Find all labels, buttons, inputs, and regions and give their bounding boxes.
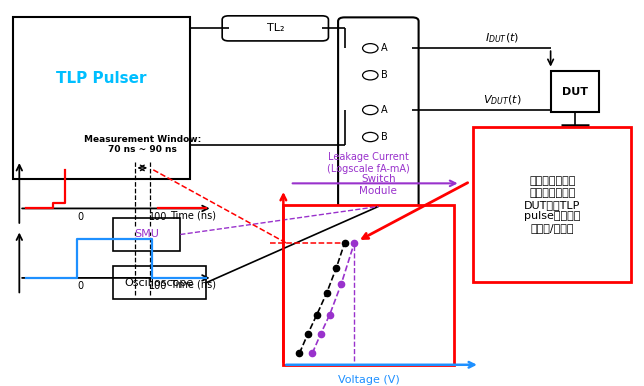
Text: 100: 100 — [149, 281, 167, 291]
Text: 100: 100 — [149, 212, 167, 222]
FancyBboxPatch shape — [551, 71, 599, 112]
Text: TLP Pulser: TLP Pulser — [56, 71, 147, 86]
FancyBboxPatch shape — [13, 17, 190, 179]
Text: $V_{DUT}(t)$: $V_{DUT}(t)$ — [0, 251, 1, 264]
Text: B: B — [381, 132, 388, 142]
FancyBboxPatch shape — [338, 17, 419, 210]
Text: TL₂: TL₂ — [267, 24, 284, 33]
Text: Time (ns): Time (ns) — [170, 280, 216, 290]
Text: Voltage (V): Voltage (V) — [338, 375, 399, 385]
Text: 漏电流曲线出现
明显偏折，说明
DUT在该TLP
pulse作用下发
生损伤/损坏。: 漏电流曲线出现 明显偏折，说明 DUT在该TLP pulse作用下发 生损伤/损… — [524, 176, 580, 233]
Text: Measurement Window:
70 ns ~ 90 ns: Measurement Window: 70 ns ~ 90 ns — [84, 135, 201, 154]
Text: 0: 0 — [77, 281, 84, 291]
Text: $V_{DUT}(t)$: $V_{DUT}(t)$ — [483, 93, 522, 107]
Text: A: A — [381, 43, 388, 53]
Text: B: B — [381, 70, 388, 80]
Text: Leakage Current
(Logscale fA-mA): Leakage Current (Logscale fA-mA) — [327, 152, 410, 174]
FancyBboxPatch shape — [283, 205, 454, 365]
FancyBboxPatch shape — [113, 266, 206, 299]
FancyBboxPatch shape — [222, 16, 328, 41]
Text: Switch
Module: Switch Module — [359, 174, 397, 196]
Text: DUT: DUT — [562, 87, 588, 96]
Text: Oscilloscope: Oscilloscope — [125, 278, 194, 288]
FancyBboxPatch shape — [473, 127, 631, 282]
Text: 0: 0 — [77, 212, 84, 222]
Text: Time (ns): Time (ns) — [170, 210, 216, 220]
Text: SMU: SMU — [134, 230, 159, 239]
Text: $I_{DUT}(t)$: $I_{DUT}(t)$ — [0, 181, 1, 195]
Text: A: A — [381, 105, 388, 115]
Text: $I_{DUT}(t)$: $I_{DUT}(t)$ — [485, 32, 520, 46]
FancyBboxPatch shape — [113, 218, 180, 251]
